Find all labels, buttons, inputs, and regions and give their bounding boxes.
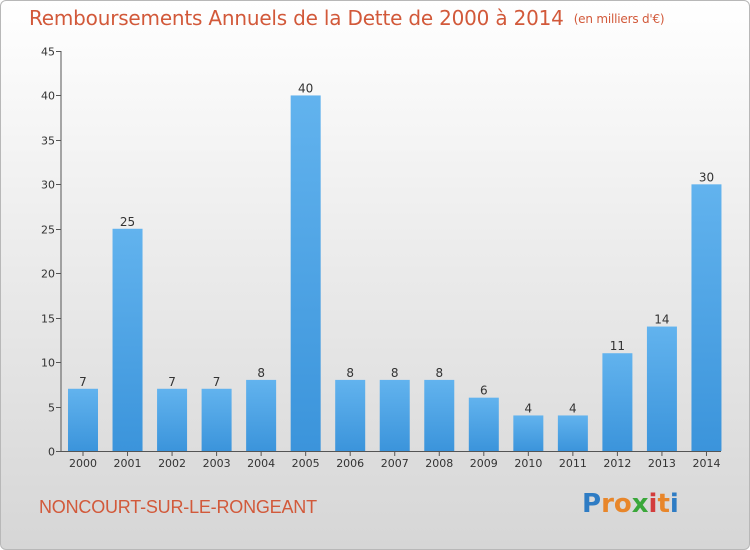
commune-name: NONCOURT-SUR-LE-RONGEANT xyxy=(39,497,317,517)
bar-2009 xyxy=(468,397,499,451)
bar-2005 xyxy=(290,95,321,451)
x-tick-label-2004: 2004 xyxy=(247,457,275,470)
x-tick-label-2007: 2007 xyxy=(381,457,409,470)
data-label-2012: 11 xyxy=(610,339,625,353)
data-label-2007: 8 xyxy=(391,366,399,380)
x-tick-label-2001: 2001 xyxy=(114,457,142,470)
data-label-2003: 7 xyxy=(213,375,221,389)
y-tick-label: 45 xyxy=(41,46,55,59)
bar-2001 xyxy=(112,228,143,451)
data-label-2010: 4 xyxy=(525,401,533,415)
bar-2012 xyxy=(602,353,633,451)
y-tick-label: 25 xyxy=(41,224,55,237)
x-tick-label-2011: 2011 xyxy=(559,457,587,470)
x-tick-label-2009: 2009 xyxy=(470,457,498,470)
bar-2002 xyxy=(157,388,188,451)
data-label-2005: 40 xyxy=(298,81,313,95)
y-tick-label: 20 xyxy=(41,268,55,281)
x-tick-label-2008: 2008 xyxy=(425,457,453,470)
y-tick-label: 15 xyxy=(41,313,55,326)
chart-unit: (en milliers d'€) xyxy=(573,12,665,26)
data-label-2000: 7 xyxy=(79,375,87,389)
chart-title: Remboursements Annuels de la Dette de 20… xyxy=(29,6,665,30)
logo-letter: P xyxy=(582,489,602,519)
y-tick-label: 40 xyxy=(41,90,55,103)
bar-2013 xyxy=(646,326,677,451)
logo-letter: i xyxy=(648,489,658,519)
data-label-2009: 6 xyxy=(480,384,488,398)
x-tick-label-2000: 2000 xyxy=(69,457,97,470)
bar-2010 xyxy=(513,415,544,451)
bar-2007 xyxy=(379,379,410,451)
y-tick-label: 30 xyxy=(41,179,55,192)
y-tick-label: 0 xyxy=(48,446,55,459)
bar-2000 xyxy=(68,388,98,451)
chart-title-text: Remboursements Annuels de la Dette de 20… xyxy=(29,6,564,30)
y-tick-label: 35 xyxy=(41,135,55,148)
data-label-2004: 8 xyxy=(257,366,265,380)
data-label-2002: 7 xyxy=(168,375,176,389)
logo-letter: i xyxy=(669,489,679,519)
logo-letter: o xyxy=(613,489,632,519)
bar-2003 xyxy=(201,388,232,451)
bar-2011 xyxy=(557,415,588,451)
logo-letter: r xyxy=(601,489,614,519)
data-label-2011: 4 xyxy=(569,401,577,415)
x-tick-label-2002: 2002 xyxy=(158,457,186,470)
logo-letter: x xyxy=(631,489,649,519)
x-tick-label-2003: 2003 xyxy=(203,457,231,470)
bar-2004 xyxy=(246,379,277,451)
x-tick-label-2013: 2013 xyxy=(648,457,676,470)
bar-2014 xyxy=(691,184,722,452)
bar-2008 xyxy=(424,379,455,451)
proxiti-logo: Proxiti xyxy=(582,489,679,519)
data-label-2008: 8 xyxy=(435,366,443,380)
y-tick-label: 5 xyxy=(48,402,55,415)
data-label-2001: 25 xyxy=(120,215,135,229)
x-tick-label-2014: 2014 xyxy=(692,457,720,470)
logo-letter: t xyxy=(657,489,670,519)
data-label-2014: 30 xyxy=(699,170,714,184)
x-tick-label-2006: 2006 xyxy=(336,457,364,470)
x-tick-label-2010: 2010 xyxy=(514,457,542,470)
x-tick-label-2012: 2012 xyxy=(603,457,631,470)
y-tick-label: 10 xyxy=(41,357,55,370)
bar-2006 xyxy=(335,379,366,451)
x-tick-label-2005: 2005 xyxy=(292,457,320,470)
data-label-2006: 8 xyxy=(346,366,354,380)
data-label-2013: 14 xyxy=(654,313,669,327)
